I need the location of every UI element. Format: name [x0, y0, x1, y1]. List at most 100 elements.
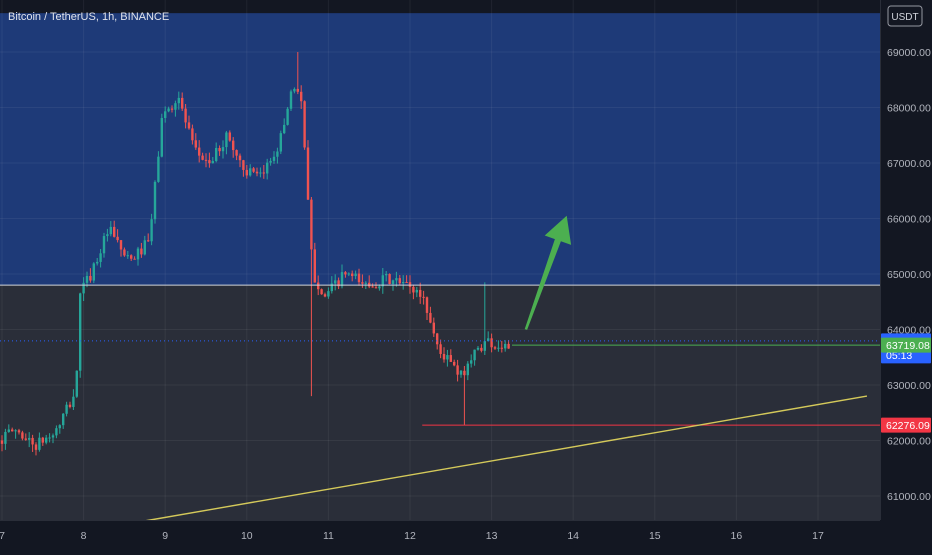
candle-body [422, 296, 425, 298]
candle [286, 106, 289, 126]
candle [252, 166, 255, 173]
candle-body [395, 278, 398, 281]
candle [320, 288, 323, 295]
candle-body [228, 132, 231, 141]
candles-layer [0, 52, 510, 456]
candle-body [123, 249, 126, 256]
candle-body [198, 147, 201, 156]
up-arrow-icon[interactable] [524, 215, 572, 330]
candle [446, 349, 449, 367]
candle [116, 229, 119, 243]
candle-body [296, 88, 299, 92]
candle-body [293, 88, 296, 92]
candle [143, 235, 146, 256]
candle [456, 359, 459, 382]
chart-title: Bitcoin / TetherUS, 1h, BINANCE [8, 11, 169, 23]
candle [85, 271, 89, 288]
candle [504, 340, 507, 352]
candle [313, 242, 316, 283]
candle [463, 366, 466, 426]
candle [191, 124, 194, 145]
candle-body [92, 263, 95, 281]
candle-body [17, 430, 21, 433]
candle-body [24, 438, 27, 440]
candle-body [412, 286, 415, 293]
candle [245, 165, 248, 179]
candle [476, 345, 480, 351]
candle [255, 167, 259, 177]
candle-body [252, 168, 255, 172]
candle-body [79, 293, 82, 371]
price-label: 63719.08 [881, 337, 931, 353]
candle [58, 424, 61, 434]
candle-body [38, 437, 41, 450]
candle-body [164, 111, 167, 118]
candle-body [391, 280, 395, 285]
candle-body [126, 255, 129, 257]
candle-body [75, 370, 78, 397]
candle [11, 427, 14, 432]
candle-body [133, 258, 136, 260]
candle [65, 401, 68, 417]
candle [408, 275, 412, 294]
candle [395, 271, 398, 287]
candle-body [45, 437, 48, 443]
candle-body [340, 272, 344, 287]
candle [470, 354, 473, 368]
candle-body [242, 160, 245, 170]
candle-body [72, 396, 75, 407]
currency-badge[interactable]: USDT [887, 5, 923, 27]
candle [497, 340, 500, 352]
price-label-countdown: 05:13 [886, 350, 912, 362]
x-tick-label: 16 [731, 530, 743, 542]
candle [483, 282, 486, 355]
candle-body [181, 97, 184, 109]
support-zone [0, 285, 880, 520]
candle-body [313, 249, 316, 283]
candle-body [497, 347, 500, 349]
candle-body [320, 289, 323, 295]
candle-body [446, 355, 449, 360]
candle [119, 240, 123, 257]
candle [211, 157, 214, 164]
x-tick-label: 12 [404, 530, 416, 542]
x-tick-label: 8 [81, 530, 87, 542]
candle-body [150, 219, 153, 242]
candle [96, 257, 99, 266]
candle-body [58, 425, 61, 429]
candle [215, 142, 218, 163]
y-tick-label: 63000.00 [887, 380, 931, 392]
candle [198, 140, 201, 163]
candle-body [245, 169, 248, 176]
candle [99, 248, 102, 268]
candle-body [398, 278, 401, 284]
candle-body [439, 344, 442, 354]
candle-body [385, 274, 388, 276]
candle-body [429, 312, 432, 323]
candle-body [119, 240, 123, 250]
candle-body [269, 160, 272, 163]
candle [306, 140, 310, 200]
candle-body [238, 155, 242, 161]
candle [436, 332, 439, 350]
candle-body [11, 429, 14, 432]
price-axis[interactable]: 61000.0062000.0063000.0064000.0065000.00… [880, 0, 932, 550]
candle-body [436, 333, 439, 345]
candle [402, 275, 405, 290]
candle-body [85, 275, 89, 283]
candle [45, 434, 48, 445]
candle [102, 232, 106, 258]
candle [34, 442, 38, 456]
candle [466, 361, 469, 381]
candle [269, 157, 272, 166]
time-axis[interactable]: 7 8 9 10 11 12 13 14 15 16 17 [0, 520, 932, 550]
candle-body [160, 117, 163, 157]
candle-body [113, 226, 116, 237]
candle-body [106, 234, 109, 237]
candle-body [466, 363, 469, 376]
candle-body [21, 432, 24, 439]
candle [385, 270, 388, 282]
trend-line[interactable] [128, 395, 868, 525]
